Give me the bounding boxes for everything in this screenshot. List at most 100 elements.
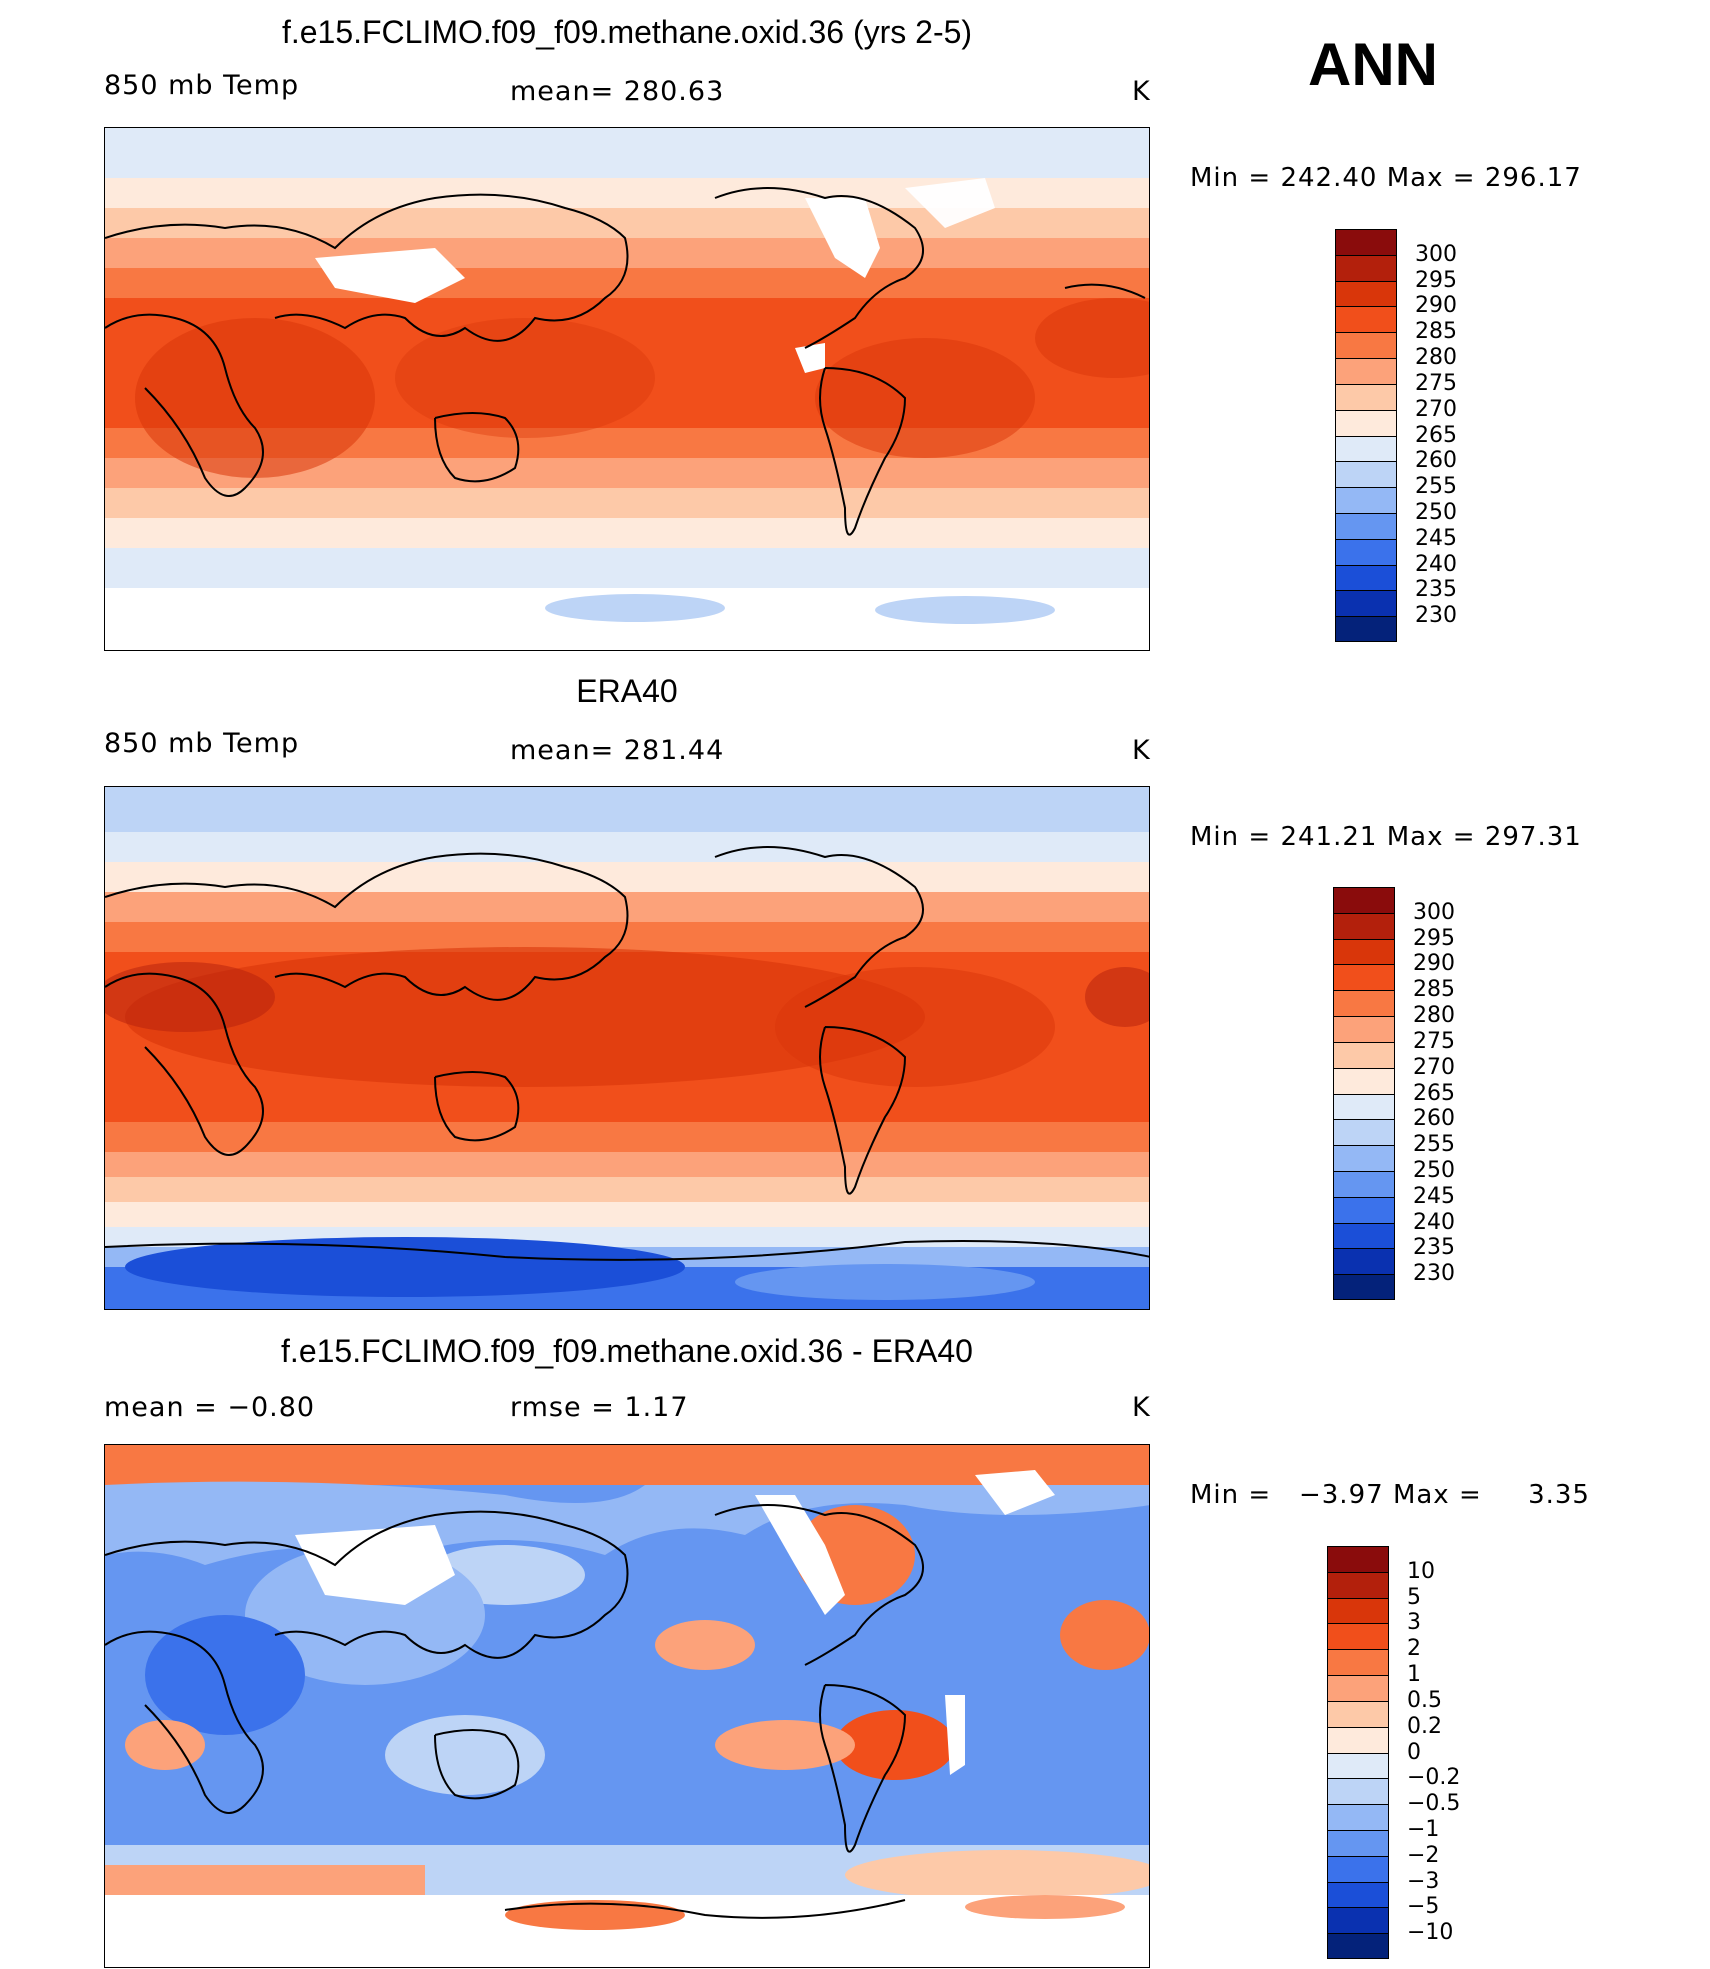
colorbar-swatch [1333,912,1395,939]
colorbar-tick-label: 265 [1415,422,1457,448]
colorbar-swatch [1327,1571,1389,1598]
colorbar-tick-label: 290 [1413,951,1455,977]
colorbar-tick-label: 240 [1413,1209,1455,1235]
panel1-mean-label: mean= 280.63 [510,76,725,107]
colorbar-tick-label: 260 [1415,448,1457,474]
colorbar-swatch [1327,1881,1389,1908]
colorbar-tick-label: 245 [1413,1183,1455,1209]
colorbar-swatch [1333,1016,1395,1042]
colorbar-tick-label: −3 [1407,1868,1440,1894]
colorbar-tick-label: 3 [1407,1610,1421,1636]
colorbar-swatch [1333,1274,1395,1300]
panel1-min-value: 242.40 [1280,163,1378,193]
colorbar-tick-label: 280 [1415,345,1457,371]
panel2-colorbar: 300 295 290 285 280 275 270 265 260 255 250 245 240 2… [1333,887,1455,1300]
colorbar-swatch [1335,409,1397,436]
colorbar-tick-label: −1 [1407,1816,1440,1842]
panel2-map-svg [105,787,1149,1309]
colorbar-swatch [1335,383,1397,410]
colorbar-swatch [1335,461,1397,488]
panel3-title: f.e15.FCLIMO.f09_f09.methane.oxid.36 - E… [281,1333,973,1369]
colorbar-swatch [1327,1597,1389,1624]
colorbar-swatch [1335,332,1397,359]
colorbar-tick-label: 0 [1407,1739,1421,1765]
panel2-map [104,786,1150,1310]
colorbar-tick-label: 255 [1413,1132,1455,1158]
panel3-max-value: 3.35 [1528,1480,1590,1510]
colorbar-tick-label: −0.5 [1407,1791,1461,1817]
colorbar-tick-label: 300 [1415,241,1457,267]
colorbar-swatch [1327,1726,1389,1753]
colorbar-tick-label: −0.2 [1407,1765,1461,1791]
colorbar-tick-label: −2 [1407,1842,1440,1868]
colorbar-swatch [1327,1855,1389,1882]
colorbar-tick-label: 10 [1407,1558,1435,1584]
panel1-variable-label: 850 mb Temp [104,70,300,101]
colorbar-tick-label: 250 [1413,1157,1455,1183]
panel2-max-value: 297.31 [1484,822,1582,852]
colorbar-swatch [1335,590,1397,617]
colorbar-swatch [1327,1675,1389,1701]
panel3-minmax: Min = −3.97 Max = 3.35 [1190,1480,1590,1510]
colorbar-swatch [1335,564,1397,591]
colorbar-swatch [1327,1546,1389,1572]
colorbar-swatch [1333,1196,1395,1223]
colorbar-swatch [1333,1067,1395,1094]
colorbar-tick-label: 250 [1415,499,1457,525]
colorbar-tick-label: 300 [1413,899,1455,925]
colorbar-swatch [1333,1248,1395,1275]
colorbar-swatch [1333,1041,1395,1068]
panel1-units: K [1132,76,1151,107]
colorbar-swatch [1333,1170,1395,1197]
colorbar-swatch [1335,254,1397,281]
colorbar-swatch [1335,280,1397,307]
colorbar-tick-label: 245 [1415,525,1457,551]
colorbar-tick-label: 230 [1413,1261,1455,1287]
panel3-mean-label: mean = −0.80 [104,1392,316,1423]
colorbar-swatch [1327,1907,1389,1934]
colorbar-tick-label: 230 [1415,603,1457,629]
colorbar-tick-label: 270 [1415,396,1457,422]
panel2-title: ERA40 [576,673,678,709]
colorbar-tick-label: 285 [1415,319,1457,345]
colorbar-swatch [1333,938,1395,965]
colorbar-swatch [1335,306,1397,333]
panel2-mean-label: mean= 281.44 [510,735,725,766]
panel2-min-label: Min [1190,822,1240,852]
panel3-min-label: Min [1190,1480,1240,1510]
colorbar-swatch [1327,1778,1389,1805]
panel3-rmse-label: rmse = 1.17 [510,1392,689,1423]
colorbar-tick-label: 265 [1413,1080,1455,1106]
colorbar-tick-label: −5 [1407,1894,1440,1920]
panel3-min-value: −3.97 [1298,1480,1384,1510]
colorbar-swatch [1333,887,1395,913]
colorbar-swatch [1327,1623,1389,1650]
colorbar-tick-label: 2 [1407,1636,1421,1662]
colorbar-tick-label: 235 [1413,1235,1455,1261]
panel1-map-svg [105,128,1149,650]
panel1-minmax: Min = 242.40 Max = 296.17 [1190,163,1582,193]
colorbar-tick-label: 295 [1415,267,1457,293]
colorbar-swatch [1335,358,1397,384]
panel3-units: K [1132,1392,1151,1423]
panel2-min-value: 241.21 [1280,822,1378,852]
colorbar-tick-label: 5 [1407,1584,1421,1610]
colorbar-tick-label: 270 [1413,1054,1455,1080]
colorbar-swatch [1335,435,1397,462]
panel1-title: f.e15.FCLIMO.f09_f09.methane.oxid.36 (yr… [281,14,973,50]
colorbar-swatch [1327,1804,1389,1830]
panel2-minmax: Min = 241.21 Max = 297.31 [1190,822,1582,852]
colorbar-swatch [1335,487,1397,513]
colorbar-tick-label: 1 [1407,1662,1421,1688]
colorbar-swatch [1327,1700,1389,1727]
colorbar-tick-label: 290 [1415,293,1457,319]
colorbar-tick-label: 280 [1413,1003,1455,1029]
panel2-max-label: Max [1386,822,1444,852]
colorbar-swatch [1335,616,1397,642]
colorbar-tick-label: 235 [1415,577,1457,603]
colorbar-tick-label: 275 [1413,1028,1455,1054]
colorbar-tick-label: 255 [1415,474,1457,500]
panel2-units: K [1132,735,1151,766]
colorbar-tick-label: 240 [1415,551,1457,577]
panel1-map [104,127,1150,651]
